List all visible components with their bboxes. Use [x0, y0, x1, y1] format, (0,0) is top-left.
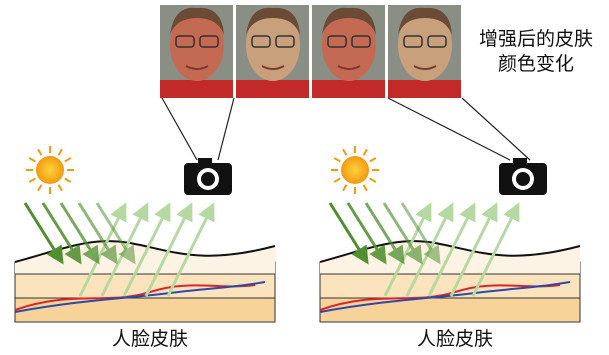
sun-ray — [59, 185, 63, 191]
sun — [36, 156, 64, 184]
sun-ray — [364, 149, 368, 155]
skin-layer — [15, 298, 275, 322]
sun-ray — [370, 158, 376, 162]
shirt — [236, 80, 309, 98]
view-line — [388, 98, 510, 160]
sun-ray — [38, 185, 42, 191]
caption-line: 增强后的皮肤 — [479, 28, 593, 50]
sun — [341, 156, 369, 184]
sun-ray — [343, 149, 347, 155]
sun-ray — [370, 179, 376, 183]
camera-lens — [201, 172, 215, 186]
view-line — [218, 98, 234, 160]
shirt — [160, 80, 233, 98]
panel-label: 人脸皮肤 — [112, 328, 188, 350]
sun-ray — [334, 179, 340, 183]
sun-ray — [343, 185, 347, 191]
sun-ray — [65, 158, 71, 162]
sun-ray — [38, 149, 42, 155]
face-photo — [236, 5, 309, 98]
view-line — [162, 98, 197, 160]
sun-ray — [65, 179, 71, 183]
face-photo — [312, 5, 385, 98]
camera-lens — [516, 172, 530, 186]
face-photo — [160, 5, 233, 98]
caption-line: 颜色变化 — [498, 53, 574, 75]
sun-ray — [59, 149, 63, 155]
shirt — [388, 80, 461, 98]
sun-ray — [334, 158, 340, 162]
skin-layer — [320, 298, 580, 322]
view-line — [462, 98, 530, 160]
shirt — [312, 80, 385, 98]
sun-ray — [29, 158, 35, 162]
sun-ray — [364, 185, 368, 191]
figure: 增强后的皮肤 颜色变化 人脸皮肤 人脸皮肤 — [0, 0, 609, 355]
face-photo — [388, 5, 461, 98]
panel-label: 人脸皮肤 — [417, 328, 493, 350]
sun-ray — [29, 179, 35, 183]
